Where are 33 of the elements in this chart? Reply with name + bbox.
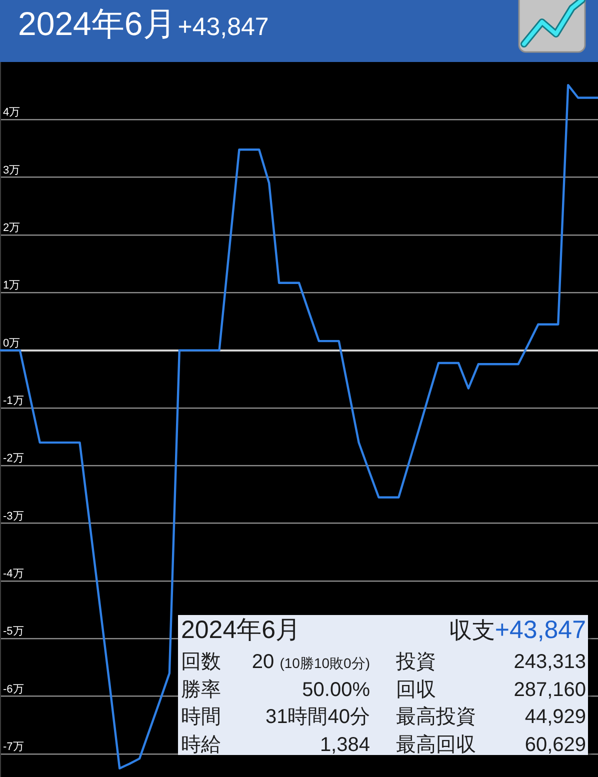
annotation: 1,384 [320,734,370,756]
annotation: 最高回収 [396,734,476,756]
y-tick-label: 0万 [3,337,20,350]
annotation: 勝率 [181,678,221,700]
annotation: 60,629 [524,734,586,756]
y-tick-label: -1万 [3,395,24,407]
y-tick-label: 3万 [3,164,20,176]
y-tick-label: -3万 [3,510,24,522]
annotation: 回数 [181,651,221,673]
annotation: 時間 [181,706,221,728]
annotation: 44,929 [524,706,586,728]
text: 2024年6月 [181,616,301,644]
annotation: 回収 [396,678,436,700]
y-tick-label: -4万 [3,568,24,580]
annotation: 20 (10勝10敗0分) [252,651,370,673]
chart-title: 2024年6月 [18,5,176,42]
annotation: 収支 [448,617,495,643]
annotation: 50.00% [302,678,370,700]
annotation: 243,313 [514,651,586,673]
annotation: 投資 [396,651,436,673]
y-tick-label: -2万 [3,452,24,465]
y-tick-label: -7万 [3,740,24,753]
annotation: 287,160 [514,678,586,700]
annotation: 時給 [181,734,221,756]
chart-subtitle: +43,847 [178,13,269,41]
y-tick-label: 1万 [3,280,20,292]
y-tick-label: -6万 [3,683,24,696]
annotation: +43,847 [494,616,586,644]
annotation: 31時間40分 [266,706,370,728]
y-tick-label: 4万 [3,106,20,119]
annotation: 最高投資 [396,706,476,728]
y-tick-label: 2万 [3,222,20,234]
y-tick-label: -5万 [3,626,24,638]
